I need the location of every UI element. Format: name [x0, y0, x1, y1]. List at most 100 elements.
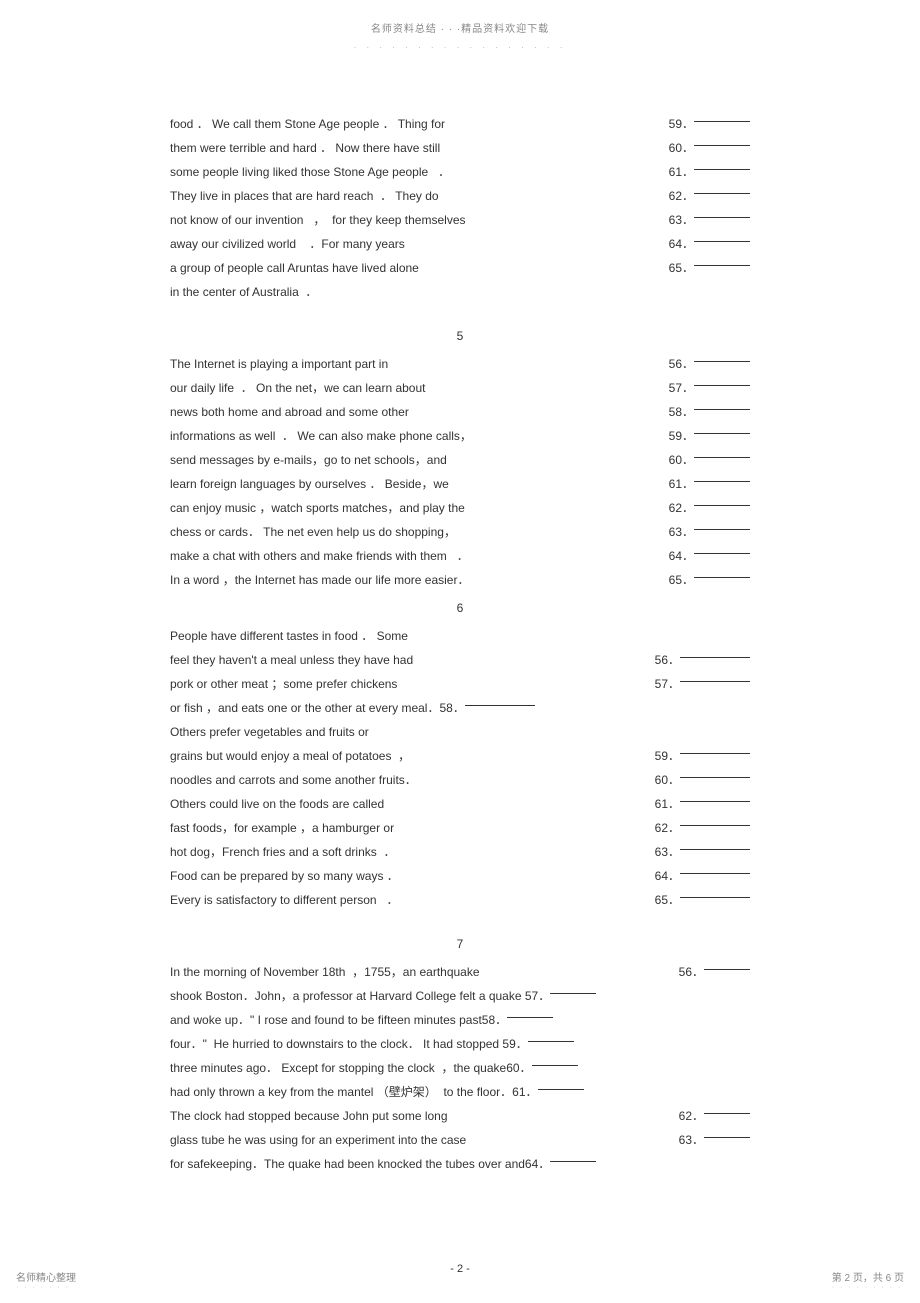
s5-l8: chess or cards． The net even help us do … — [170, 520, 456, 544]
s6-l9: fast foods，for example ，a hamburger or — [170, 816, 394, 840]
s7-n8: 63． — [679, 1128, 704, 1152]
footer-right-text: 第 2 页，共 6 页 — [832, 1269, 904, 1284]
header-title: 名师资料总结 · · ·精品资料欢迎下载 — [0, 20, 920, 35]
s6-l1: People have different tastes in food ． S… — [170, 624, 408, 648]
s6-n9: 62． — [655, 816, 680, 840]
s7-l5: three minutes ago． Except for stopping t… — [170, 1056, 506, 1080]
s6-l7: noodles and carrots and some another fru… — [170, 768, 417, 792]
page: 名师资料总结 · · ·精品资料欢迎下载 · · · · · · · · · ·… — [0, 0, 920, 1303]
s4-n1: 59． — [669, 112, 694, 136]
s6-n4: 58． — [439, 696, 464, 720]
blank — [694, 424, 750, 434]
s7-l9: for safekeeping．The quake had been knock… — [170, 1152, 525, 1176]
blank — [694, 544, 750, 554]
s4-l5: not know of our invention ， for they kee… — [170, 208, 466, 232]
s5-n1: 56． — [669, 352, 694, 376]
blank — [680, 768, 750, 778]
section-6-block: People have different tastes in food ． S… — [170, 624, 750, 912]
s6-n6: 59． — [655, 744, 680, 768]
section-7-block: In the morning of November 18th ，1755，an… — [170, 960, 750, 1176]
s6-n8: 61． — [655, 792, 680, 816]
blank — [694, 208, 750, 218]
blank — [532, 1056, 578, 1066]
s5-l4: informations as well ． We can also make … — [170, 424, 472, 448]
footer-right: 第 2 页，共 6 页 · · · · · · · · · — [832, 1269, 904, 1291]
s6-n7: 60． — [655, 768, 680, 792]
s5-l6: learn foreign languages by ourselves ． B… — [170, 472, 449, 496]
s4-n2: 60． — [669, 136, 694, 160]
s5-n4: 59． — [669, 424, 694, 448]
blank — [538, 1080, 584, 1090]
s6-n10: 63． — [655, 840, 680, 864]
blank — [680, 744, 750, 754]
blank — [694, 472, 750, 482]
section-6-number: 6 — [170, 596, 750, 620]
blank — [694, 352, 750, 362]
footer-right-dots: · · · · · · · · · — [832, 1284, 904, 1291]
s7-l3: and woke up．" I rose and found to be fif… — [170, 1008, 482, 1032]
footer-left: 名师精心整理 · · · · · · · — [16, 1269, 76, 1291]
s5-n6: 61． — [669, 472, 694, 496]
s6-n3: 57． — [655, 672, 680, 696]
content-body: food ． We call them Stone Age people ． T… — [170, 112, 750, 1176]
blank — [680, 864, 750, 874]
blank — [680, 672, 750, 682]
blank — [680, 816, 750, 826]
footer-left-dots: · · · · · · · — [16, 1284, 76, 1291]
s4-l6: away our civilized world ．For many years — [170, 232, 405, 256]
s7-n7: 62． — [679, 1104, 704, 1128]
s7-l6: had only thrown a key from the mantel （壁… — [170, 1080, 512, 1104]
s4-n7: 65． — [669, 256, 694, 280]
blank — [507, 1008, 553, 1018]
s6-n12: 65． — [655, 888, 680, 912]
blank — [694, 256, 750, 266]
s7-n5: 60． — [506, 1056, 531, 1080]
s5-n8: 63． — [669, 520, 694, 544]
s5-l9: make a chat with others and make friends… — [170, 544, 469, 568]
s7-l2: shook Boston．John，a professor at Harvard… — [170, 984, 550, 1008]
s5-n7: 62． — [669, 496, 694, 520]
blank — [694, 568, 750, 578]
s5-n2: 57． — [669, 376, 694, 400]
s4-n6: 64． — [669, 232, 694, 256]
s7-l4: four．" He hurried to downstairs to the c… — [170, 1032, 528, 1056]
s6-l5: Others prefer vegetables and fruits or — [170, 720, 369, 744]
s5-l10: In a word ，the Internet has made our lif… — [170, 568, 469, 592]
s4-n4: 62． — [669, 184, 694, 208]
blank — [550, 984, 596, 994]
s5-n5: 60． — [669, 448, 694, 472]
section-4-block: food ． We call them Stone Age people ． T… — [170, 112, 750, 304]
header-dots: · · · · · · · · · · · · · · · · · — [0, 43, 920, 52]
s5-n10: 65． — [669, 568, 694, 592]
blank — [694, 376, 750, 386]
blank — [694, 520, 750, 530]
section-5-block: The Internet is playing a important part… — [170, 352, 750, 592]
s6-l8: Others could live on the foods are calle… — [170, 792, 384, 816]
s7-n6: 61． — [512, 1080, 537, 1104]
s7-n1: 56． — [679, 960, 704, 984]
blank — [704, 1104, 750, 1114]
s5-l5: send messages by e-mails，go to net schoo… — [170, 448, 447, 472]
s4-l1: food ． We call them Stone Age people ． T… — [170, 112, 445, 136]
s5-n9: 64． — [669, 544, 694, 568]
blank — [694, 400, 750, 410]
s5-l2: our daily life ． On the net，we can learn… — [170, 376, 425, 400]
blank — [680, 648, 750, 658]
s6-l3: pork or other meat ；some prefer chickens — [170, 672, 397, 696]
s6-l4: or fish ，and eats one or the other at ev… — [170, 696, 439, 720]
s7-n3: 58． — [482, 1008, 507, 1032]
footer-left-text: 名师精心整理 — [16, 1269, 76, 1284]
s6-n2: 56． — [655, 648, 680, 672]
page-number: - 2 - — [0, 1263, 920, 1275]
s5-l3: news both home and abroad and some other — [170, 400, 409, 424]
s6-n11: 64． — [655, 864, 680, 888]
s6-l2: feel they haven't a meal unless they hav… — [170, 648, 413, 672]
blank — [694, 232, 750, 242]
s7-n9: 64． — [525, 1152, 550, 1176]
blank — [694, 136, 750, 146]
blank — [680, 840, 750, 850]
blank — [694, 184, 750, 194]
s4-n5: 63． — [669, 208, 694, 232]
blank — [704, 960, 750, 970]
blank — [550, 1152, 596, 1162]
